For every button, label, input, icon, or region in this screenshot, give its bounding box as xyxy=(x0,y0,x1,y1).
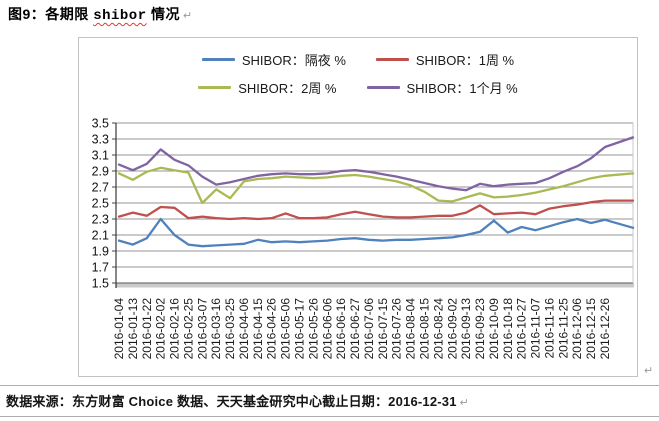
svg-text:2.3: 2.3 xyxy=(92,213,109,227)
data-source-text: 数据来源：东方财富 Choice 数据、天天基金研究中心截止日期：2016-12… xyxy=(6,394,457,409)
figure-title: 图9：各期限 shibor 情况 ↵ xyxy=(8,4,193,24)
svg-text:2016-01-04: 2016-01-04 xyxy=(112,298,126,360)
svg-text:2016-12-06: 2016-12-06 xyxy=(570,298,584,360)
svg-text:2016-09-13: 2016-09-13 xyxy=(459,298,473,360)
chart-legend: SHIBOR：隔夜 % SHIBOR：1周 % SHIBOR：2周 % SHIB… xyxy=(79,50,637,97)
svg-text:1.5: 1.5 xyxy=(92,277,109,291)
legend-row-2: SHIBOR：2周 % SHIBOR：1个月 % xyxy=(79,78,637,97)
svg-text:2016-01-13: 2016-01-13 xyxy=(126,298,140,360)
legend-label-overnight: SHIBOR：隔夜 % xyxy=(241,53,346,68)
svg-text:2016-03-07: 2016-03-07 xyxy=(195,298,209,360)
svg-text:2016-11-07: 2016-11-07 xyxy=(529,298,543,359)
svg-text:2016-06-06: 2016-06-06 xyxy=(320,298,334,360)
legend-item-1week: SHIBOR：1周 % xyxy=(375,50,515,69)
svg-text:2016-03-25: 2016-03-25 xyxy=(223,298,237,360)
svg-text:2016-02-02: 2016-02-02 xyxy=(154,298,168,360)
figure-title-prefix: 图9：各期限 xyxy=(8,6,94,22)
svg-text:2016-08-04: 2016-08-04 xyxy=(404,298,418,360)
svg-text:2016-10-09: 2016-10-09 xyxy=(487,298,501,360)
legend-label-1month: SHIBOR：1个月 % xyxy=(406,81,518,96)
svg-text:1.9: 1.9 xyxy=(92,245,109,259)
legend-line-swatch-1month xyxy=(366,86,400,89)
svg-text:2016-12-26: 2016-12-26 xyxy=(598,298,612,360)
svg-text:2016-07-26: 2016-07-26 xyxy=(390,298,404,360)
svg-text:2016-04-26: 2016-04-26 xyxy=(265,298,279,360)
legend-item-overnight: SHIBOR：隔夜 % xyxy=(201,50,346,69)
svg-text:1.7: 1.7 xyxy=(92,261,109,275)
legend-item-2week: SHIBOR：2周 % xyxy=(198,78,337,97)
svg-text:2.7: 2.7 xyxy=(92,181,109,195)
svg-text:2016-08-15: 2016-08-15 xyxy=(417,298,431,360)
paragraph-mark-icon: ↵ xyxy=(644,365,654,377)
legend-line-swatch-2week xyxy=(198,86,232,89)
svg-text:2016-06-16: 2016-06-16 xyxy=(334,298,348,360)
legend-item-1month: SHIBOR：1个月 % xyxy=(366,78,518,97)
line-chart-plot: 1.5 1.7 1.9 2.1 2.3 2.5 2.7 2.9 3.1 3.3 3.5 2016-01… xyxy=(92,117,635,360)
figure-title-suffix: 情况 xyxy=(146,6,180,22)
svg-text:2.1: 2.1 xyxy=(92,229,109,243)
divider-line-top xyxy=(0,385,659,386)
svg-text:3.1: 3.1 xyxy=(92,149,109,163)
svg-text:2016-06-27: 2016-06-27 xyxy=(348,298,362,360)
figure-title-keyword: shibor xyxy=(93,8,147,24)
legend-label-2week: SHIBOR：2周 % xyxy=(238,81,337,96)
svg-text:2.5: 2.5 xyxy=(92,197,109,211)
svg-text:2016-05-17: 2016-05-17 xyxy=(293,298,307,360)
legend-line-swatch-overnight xyxy=(201,58,235,61)
svg-text:2016-12-15: 2016-12-15 xyxy=(584,298,598,360)
svg-text:2016-05-26: 2016-05-26 xyxy=(306,298,320,360)
svg-text:2016-07-15: 2016-07-15 xyxy=(376,298,390,360)
svg-text:2016-01-22: 2016-01-22 xyxy=(140,298,154,360)
svg-text:2016-11-25: 2016-11-25 xyxy=(556,298,570,359)
legend-label-1week: SHIBOR：1周 % xyxy=(415,53,515,68)
svg-text:2016-04-06: 2016-04-06 xyxy=(237,298,251,360)
svg-text:2016-02-25: 2016-02-25 xyxy=(181,298,195,360)
svg-text:2016-03-16: 2016-03-16 xyxy=(209,298,223,360)
divider-line-bottom xyxy=(0,416,659,417)
svg-text:2.9: 2.9 xyxy=(92,165,109,179)
svg-text:3.5: 3.5 xyxy=(92,117,109,131)
svg-text:3.3: 3.3 xyxy=(92,133,109,147)
svg-text:2016-10-18: 2016-10-18 xyxy=(501,298,515,360)
svg-text:2016-09-02: 2016-09-02 xyxy=(445,298,459,360)
svg-text:2016-05-06: 2016-05-06 xyxy=(279,298,293,360)
svg-text:2016-10-27: 2016-10-27 xyxy=(515,298,529,360)
chart-frame: 1.5 1.7 1.9 2.1 2.3 2.5 2.7 2.9 3.1 3.3 3.5 2016-01… xyxy=(78,37,638,377)
svg-text:2016-08-24: 2016-08-24 xyxy=(431,298,445,360)
legend-line-swatch-1week xyxy=(375,58,409,61)
paragraph-mark-icon: ↵ xyxy=(183,10,193,22)
paragraph-mark-icon: ↵ xyxy=(459,397,470,409)
svg-text:2016-02-16: 2016-02-16 xyxy=(168,298,182,360)
svg-text:2016-04-15: 2016-04-15 xyxy=(251,298,265,360)
data-source-note: 数据来源：东方财富 Choice 数据、天天基金研究中心截止日期：2016-12… xyxy=(6,391,469,410)
legend-row-1: SHIBOR：隔夜 % SHIBOR：1周 % xyxy=(79,50,637,69)
svg-text:2016-11-16: 2016-11-16 xyxy=(542,298,556,359)
svg-text:2016-09-23: 2016-09-23 xyxy=(473,298,487,360)
svg-text:2016-07-06: 2016-07-06 xyxy=(362,298,376,360)
